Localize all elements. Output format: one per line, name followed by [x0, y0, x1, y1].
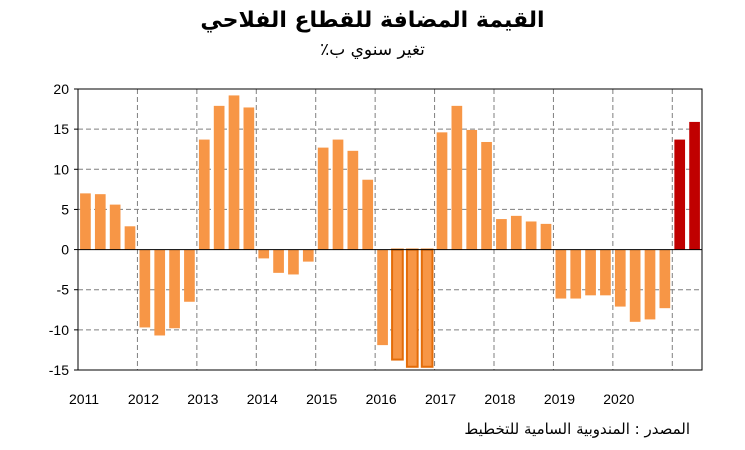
y-tick-label: 15: [53, 121, 69, 137]
y-tick-labels: 20 15 10 5 0 -5 -10 -15: [49, 81, 69, 378]
bar: [570, 249, 582, 299]
x-tick-label: 2018: [484, 391, 515, 407]
bar: [154, 249, 166, 336]
bar: [258, 249, 270, 259]
bar: [169, 249, 180, 329]
bar: [689, 121, 700, 250]
bar: [302, 249, 314, 262]
bar: [585, 249, 596, 296]
x-tick-label: 2017: [425, 391, 456, 407]
bar: [243, 107, 255, 250]
y-tick-label: 5: [61, 201, 69, 217]
bar: [420, 248, 434, 368]
source-note: المصدر : المندوبية السامية للتخطيط: [464, 420, 690, 438]
bar: [273, 249, 284, 273]
bar: [184, 249, 195, 302]
bar: [540, 223, 552, 250]
bar: [377, 249, 388, 346]
bar: [525, 221, 537, 250]
x-tick-label: 2012: [128, 391, 159, 407]
bar: [139, 249, 151, 328]
bar: [481, 141, 492, 250]
bar: [213, 105, 225, 250]
x-tick-label: 2014: [247, 391, 278, 407]
x-tick-label: 2019: [544, 391, 575, 407]
bar: [600, 249, 611, 296]
bar: [466, 129, 478, 250]
x-tick-label: 2011: [69, 391, 99, 407]
bar: [347, 150, 359, 250]
bar: [510, 215, 522, 250]
bar: [555, 249, 567, 299]
y-tick-label: -5: [57, 282, 70, 298]
bar: [362, 179, 374, 250]
x-tick-label: 2015: [306, 391, 337, 407]
chart-subtitle: تغير سنوي ب٪: [320, 40, 425, 60]
bar: [391, 248, 404, 361]
x-tick-label: 2020: [603, 391, 634, 407]
x-tick-labels: 2011 2012 2013 2014 2015 2016 2017 2018 2019 2020: [69, 391, 635, 407]
chart-title: القيمة المضافة للقطاع الفلاحي: [200, 8, 545, 33]
bar: [405, 248, 419, 368]
bar: [80, 193, 91, 250]
bar: [94, 194, 106, 250]
bar: [317, 147, 329, 250]
bar: [614, 249, 626, 307]
y-tick-label: 10: [53, 161, 69, 177]
y-tick-label: 20: [53, 81, 69, 97]
bar: [659, 249, 671, 309]
y-tick-label: -10: [49, 322, 69, 338]
plot-frame: [77, 88, 703, 371]
bar: [644, 249, 656, 320]
bar: [124, 226, 136, 250]
bar: [228, 95, 240, 250]
bar: [451, 105, 463, 250]
bar: [109, 204, 121, 250]
x-tick-label: 2016: [366, 391, 397, 407]
bar: [288, 249, 299, 275]
bar: [198, 139, 210, 250]
bar: [332, 139, 344, 250]
bars: [80, 95, 700, 368]
bar: [436, 132, 448, 250]
bar: [496, 219, 507, 250]
x-tick-label: 2013: [187, 391, 218, 407]
y-tick-label: -15: [49, 362, 69, 378]
bar: [629, 249, 641, 322]
axes: [74, 88, 703, 371]
y-tick-label: 0: [61, 242, 69, 258]
bar: [674, 139, 686, 250]
